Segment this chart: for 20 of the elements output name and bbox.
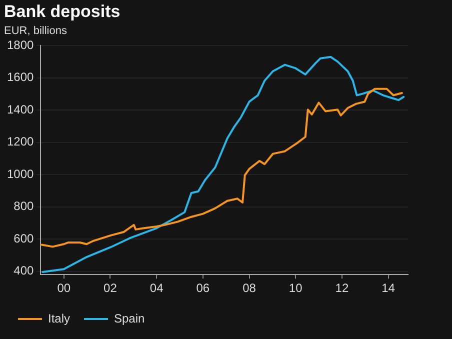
x-tick-label: 12 (335, 281, 349, 296)
x-tick-label: 00 (57, 281, 71, 296)
legend-label: Italy (48, 311, 70, 326)
y-tick-label: 1000 (6, 166, 34, 181)
y-tick-label: 1400 (6, 102, 34, 116)
x-tick-label: 14 (382, 281, 396, 296)
x-tick-label: 10 (288, 281, 303, 296)
x-tick-label: 06 (196, 281, 210, 296)
y-tick-label: 400 (14, 264, 34, 278)
y-tick-label: 800 (14, 199, 34, 214)
x-tick-label: 02 (104, 281, 118, 296)
y-tick-label: 1600 (6, 70, 34, 84)
legend-label: Spain (114, 311, 145, 326)
chart-subtitle: EUR, billions (4, 25, 68, 38)
x-tick-label: 08 (242, 281, 256, 296)
x-tick-label: 04 (150, 281, 164, 296)
chart-title: Bank deposits (4, 2, 120, 21)
y-tick-label: 1200 (6, 134, 34, 149)
y-tick-label: 1800 (6, 38, 34, 52)
y-tick-label: 600 (14, 231, 34, 246)
